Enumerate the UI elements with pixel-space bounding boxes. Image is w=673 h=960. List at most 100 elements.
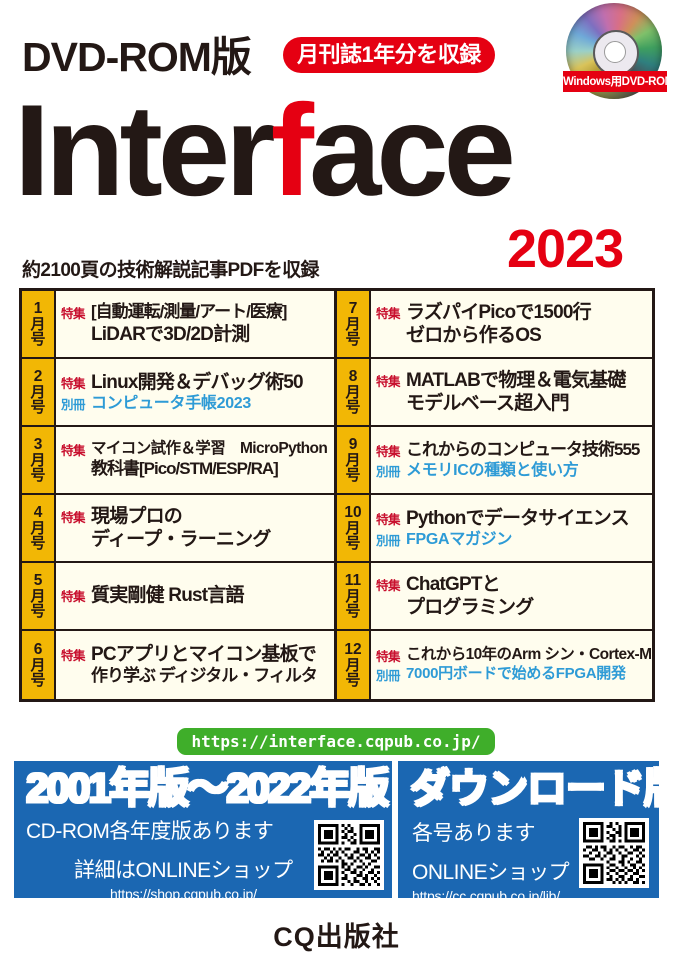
month-number: 3 xyxy=(33,435,43,453)
table-row: 4 月 号 特集 現場プロの ディープ・ラーニング xyxy=(22,495,334,563)
feature-title-line-1: ChatGPTと xyxy=(406,573,501,595)
supplement-tag: 別冊 xyxy=(376,669,401,683)
feature-title-line-1: これから10年のArm シン・Cortex-M xyxy=(406,646,652,664)
promo-shop-url[interactable]: https://shop.cqpub.co.jp/ xyxy=(110,886,257,898)
issue-body: 特集 Linux開発＆デバッグ術50 別冊 コンピュータ手帳2023 xyxy=(56,359,334,425)
qr-code-download[interactable] xyxy=(579,818,649,888)
feature-line-cont: プログラミング xyxy=(376,596,648,619)
supplement-line: 別冊 メモリICの種類と使い方 xyxy=(376,461,648,481)
table-row: 7 月 号 特集 ラズパイPicoで1500行 ゼロから作るOS xyxy=(337,291,652,359)
promo-text-block: 各号あります ONLINEショップ https://cc.cqpub.co.jp… xyxy=(412,817,570,898)
month-number: 8 xyxy=(348,367,358,385)
month-label: 11 月 号 xyxy=(337,563,371,629)
feature-title-line-2: 教科書[Pico/STM/ESP/RA] xyxy=(91,459,279,479)
month-suffix-1: 月 xyxy=(30,656,46,674)
feature-tag: 特集 xyxy=(376,650,401,664)
feature-tag: 特集 xyxy=(61,590,86,605)
issue-contents-table: 1 月 号 特集 [自動運転/測量/アート/医療] LiDARで3D/2D計測 … xyxy=(19,288,655,702)
issue-body: 特集 マイコン試作＆学習 MicroPython 教科書[Pico/STM/ES… xyxy=(56,427,334,493)
feature-tag: 特集 xyxy=(61,306,86,321)
feature-line-cont: 作り学ぶ ディジタル・フィルタ xyxy=(61,666,330,687)
feature-line: 特集 Linux開発＆デバッグ術50 xyxy=(61,371,330,394)
supplement-title: コンピュータ手帳2023 xyxy=(91,394,251,412)
month-suffix-2: 号 xyxy=(345,534,361,552)
issue-body: 特集 ChatGPTと プログラミング xyxy=(371,563,652,629)
feature-title-line-2: ディープ・ラーニング xyxy=(91,529,271,550)
month-label: 6 月 号 xyxy=(22,631,56,699)
table-row: 11 月 号 特集 ChatGPTと プログラミング xyxy=(337,563,652,631)
monthly-magazine-badge: 月刊誌1年分を収録 xyxy=(283,37,495,73)
month-suffix-2: 号 xyxy=(30,398,46,416)
qr-code-shop[interactable] xyxy=(314,820,384,890)
month-label: 5 月 号 xyxy=(22,563,56,629)
pdf-pages-subtitle: 約2100頁の技術解説記事PDFを収録 xyxy=(22,260,319,281)
feature-tag: 特集 xyxy=(376,306,401,321)
month-suffix-1: 月 xyxy=(30,519,46,537)
table-row: 8 月 号 特集 MATLABで物理＆電気基礎 モデルベース超入門 xyxy=(337,359,652,427)
promo-line-2: 詳細はONLINEショップ xyxy=(74,859,293,882)
feature-title-line-2: LiDARで3D/2D計測 xyxy=(91,323,250,345)
month-label: 4 月 号 xyxy=(22,495,56,561)
promo-title: 2001年版〜2022年版 xyxy=(26,765,389,811)
feature-title-line-1: 現場プロの xyxy=(91,505,183,527)
month-number: 2 xyxy=(33,367,43,385)
month-number: 10 xyxy=(344,503,362,521)
promo-line-1: 各号あります xyxy=(412,822,536,845)
month-suffix-2: 号 xyxy=(345,330,361,348)
wordmark-red-f: f xyxy=(270,77,314,223)
month-label: 10 月 号 xyxy=(337,495,371,561)
interface-website-url[interactable]: https://interface.cqpub.co.jp/ xyxy=(177,728,495,755)
promo-title: ダウンロード版 xyxy=(410,767,659,811)
issue-body: 特集 MATLABで物理＆電気基礎 モデルベース超入門 xyxy=(371,359,652,425)
month-suffix-1: 月 xyxy=(345,383,361,401)
supplement-tag: 別冊 xyxy=(61,398,86,413)
supplement-title: メモリICの種類と使い方 xyxy=(406,461,579,479)
edition-year: 2023 xyxy=(507,219,624,279)
month-suffix-2: 号 xyxy=(30,602,46,620)
feature-line: 特集 現場プロの xyxy=(61,505,330,528)
feature-title-line-1: PCアプリとマイコン基板で xyxy=(91,644,317,666)
feature-tag: 特集 xyxy=(61,649,86,664)
month-label: 12 月 号 xyxy=(337,631,371,699)
supplement-title: 7000円ボードで始めるFPGA開発 xyxy=(406,665,626,683)
promo-box-download-edition[interactable]: ダウンロード版 各号あります ONLINEショップ https://cc.cqp… xyxy=(398,761,659,898)
promo-download-url[interactable]: https://cc.cqpub.co.jp/lib/ xyxy=(412,888,560,898)
table-row: 12 月 号 特集 これから10年のArm シン・Cortex-M 別冊 700… xyxy=(337,631,652,699)
feature-line: 特集 質実剛健 Rust言語 xyxy=(61,584,330,607)
promo-box-archive-editions[interactable]: 2001年版〜2022年版 CD-ROM各年度版あります 詳細はONLINEショ… xyxy=(14,761,392,898)
feature-line: 特集 [自動運転/測量/アート/医療] xyxy=(61,302,330,323)
feature-tag: 特集 xyxy=(61,376,86,391)
feature-title-line-2: モデルベース超入門 xyxy=(406,393,570,414)
issue-body: 特集 [自動運転/測量/アート/医療] LiDARで3D/2D計測 xyxy=(56,291,334,357)
month-suffix-1: 月 xyxy=(345,656,361,674)
feature-title-line-1: これからのコンピュータ技術555 xyxy=(406,439,640,459)
issue-column-right: 7 月 号 特集 ラズパイPicoで1500行 ゼロから作るOS 8 月 号 xyxy=(337,291,652,699)
month-suffix-2: 号 xyxy=(30,534,46,552)
feature-title-line-2: 作り学ぶ ディジタル・フィルタ xyxy=(91,666,318,686)
promo-boxes: 2001年版〜2022年版 CD-ROM各年度版あります 詳細はONLINEショ… xyxy=(14,761,659,898)
month-number: 9 xyxy=(348,435,358,453)
interface-wordmark: Interface xyxy=(14,85,516,215)
month-number: 5 xyxy=(33,571,43,589)
month-label: 9 月 号 xyxy=(337,427,371,493)
promo-text-block: CD-ROM各年度版あります 詳細はONLINEショップ https://sho… xyxy=(26,815,293,898)
month-number: 7 xyxy=(348,299,358,317)
qr-code-download-icon xyxy=(583,822,645,884)
promo-line-1: CD-ROM各年度版あります xyxy=(26,820,274,843)
month-suffix-2: 号 xyxy=(345,671,361,689)
feature-line: 特集 マイコン試作＆学習 MicroPython xyxy=(61,440,330,459)
month-suffix-2: 号 xyxy=(30,330,46,348)
month-label: 1 月 号 xyxy=(22,291,56,357)
issue-body: 特集 質実剛健 Rust言語 xyxy=(56,563,334,629)
feature-line: 特集 Pythonでデータサイエンス xyxy=(376,507,648,530)
feature-line-cont: モデルベース超入門 xyxy=(376,392,648,415)
feature-line: 特集 PCアプリとマイコン基板で xyxy=(61,643,330,666)
month-number: 4 xyxy=(33,503,43,521)
table-row: 1 月 号 特集 [自動運転/測量/アート/医療] LiDARで3D/2D計測 xyxy=(22,291,334,359)
header-section: DVD-ROM版 月刊誌1年分を収録 Windows用DVD-ROM Inter… xyxy=(0,0,673,285)
table-row: 3 月 号 特集 マイコン試作＆学習 MicroPython 教科書[Pico/… xyxy=(22,427,334,495)
feature-title-line-2: ゼロから作るOS xyxy=(406,325,542,346)
feature-line: 特集 MATLABで物理＆電気基礎 xyxy=(376,369,648,392)
feature-tag: 特集 xyxy=(376,444,401,459)
month-suffix-2: 号 xyxy=(30,466,46,484)
